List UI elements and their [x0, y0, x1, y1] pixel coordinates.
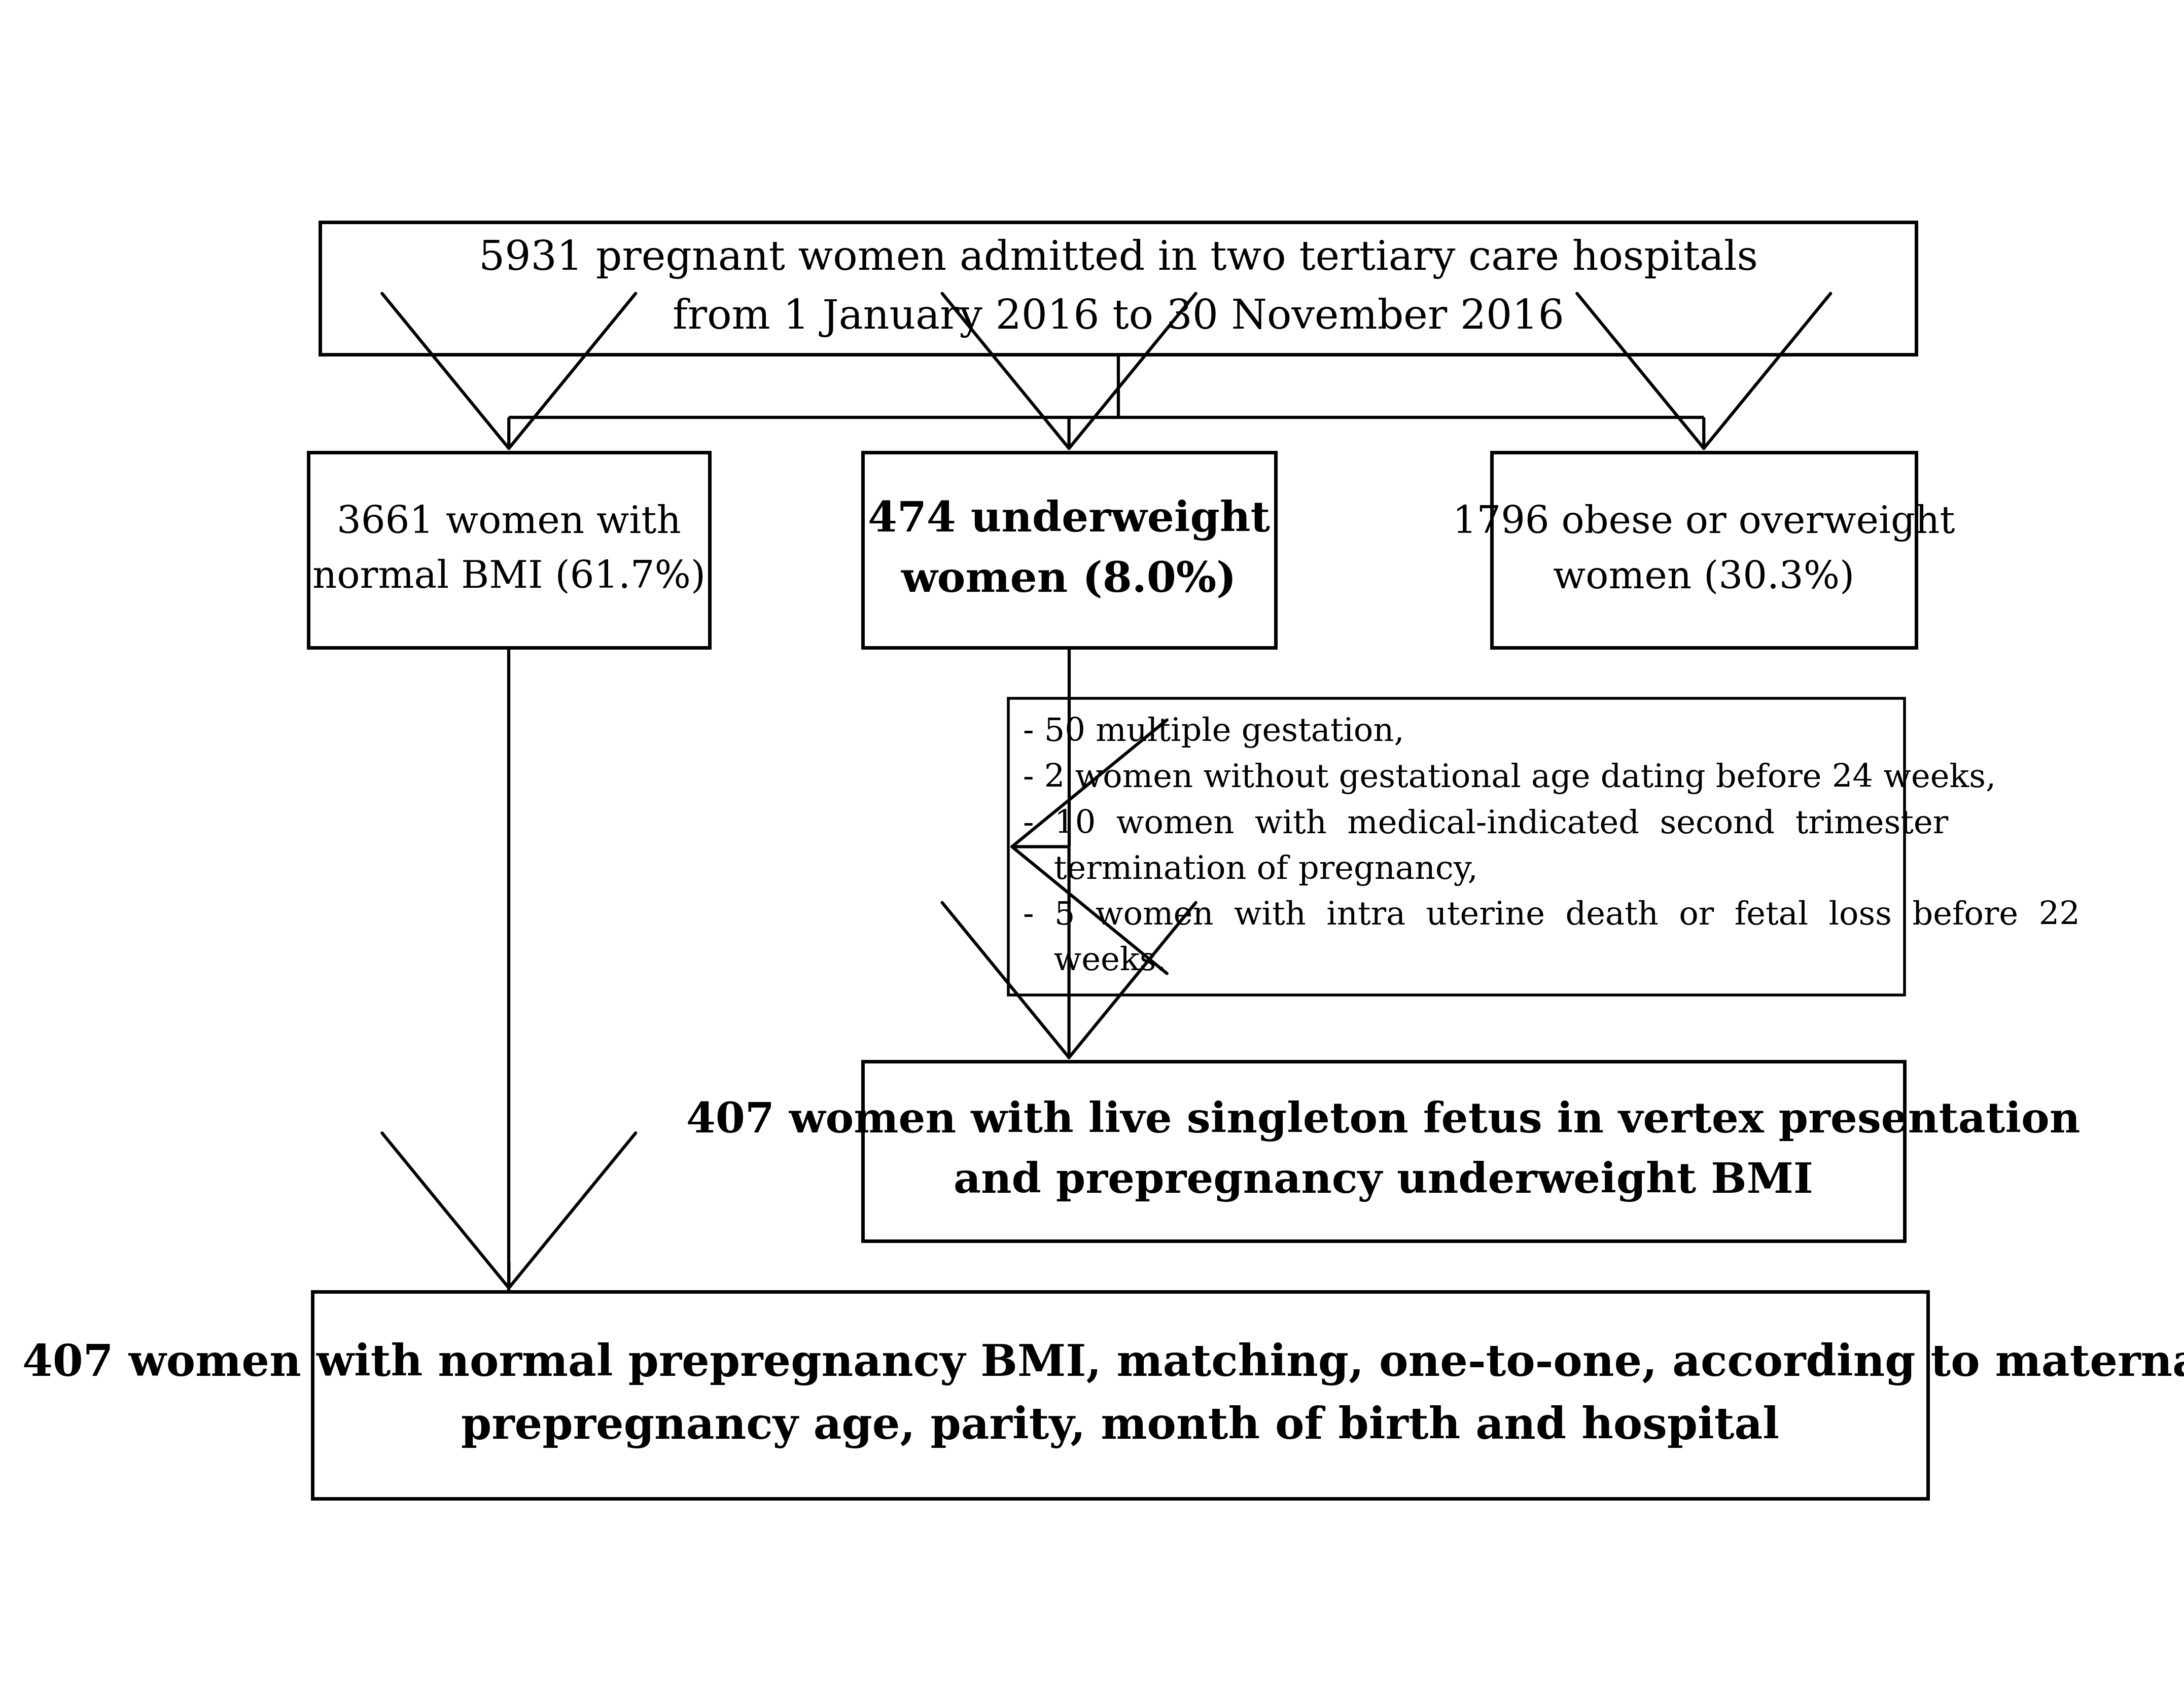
Bar: [308, 452, 710, 648]
Bar: [1492, 452, 1915, 648]
Bar: [863, 452, 1275, 648]
Text: 3661 women with
normal BMI (61.7%): 3661 women with normal BMI (61.7%): [312, 505, 705, 595]
Text: 5931 pregnant women admitted in two tertiary care hospitals
from 1 January 2016 : 5931 pregnant women admitted in two tert…: [478, 239, 1758, 338]
Bar: [312, 1291, 1928, 1500]
Text: 407 women with live singleton fetus in vertex presentation
and prepregnancy unde: 407 women with live singleton fetus in v…: [686, 1100, 2081, 1203]
Bar: [1009, 698, 1904, 995]
Bar: [863, 1061, 1904, 1240]
Bar: [321, 222, 1915, 355]
Text: 1796 obese or overweight
women (30.3%): 1796 obese or overweight women (30.3%): [1452, 503, 1955, 595]
Text: 407 women with normal prepregnancy BMI, matching, one-to-one, according to mater: 407 women with normal prepregnancy BMI, …: [22, 1343, 2184, 1448]
Text: 474 underweight
women (8.0%): 474 underweight women (8.0%): [867, 500, 1271, 601]
Text: - 50 multiple gestation,
- 2 women without gestational age dating before 24 week: - 50 multiple gestation, - 2 women witho…: [1022, 717, 2079, 978]
